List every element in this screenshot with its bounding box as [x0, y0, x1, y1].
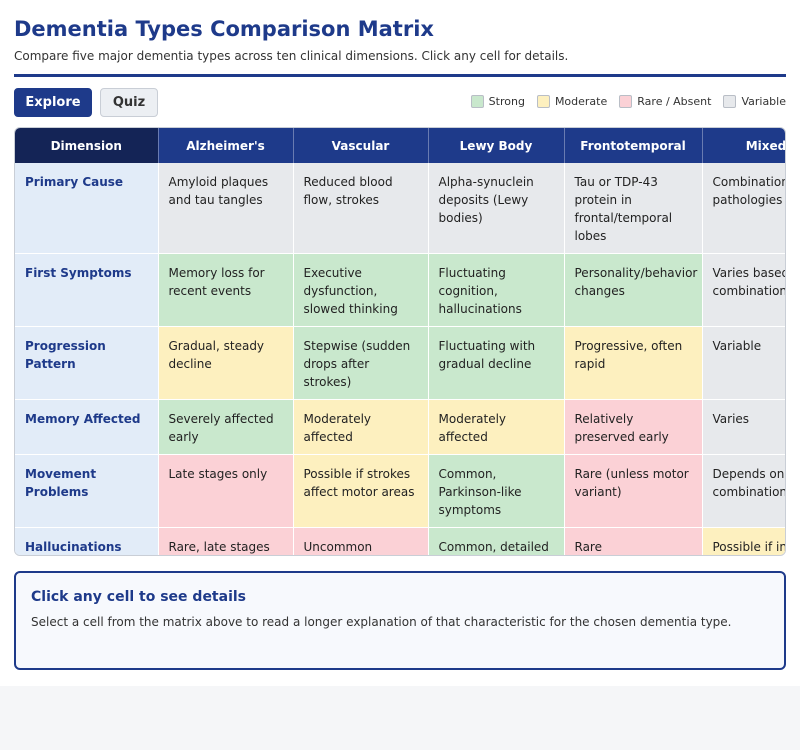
- page-subtitle: Compare five major dementia types across…: [14, 49, 569, 63]
- legend-swatch-variable: [723, 95, 737, 108]
- matrix-cell[interactable]: Common, detailed visual hallucinations: [428, 527, 565, 555]
- page-title: Dementia Types Comparison Matrix: [14, 17, 434, 41]
- column-header-alzheimers: Alzheimer's: [158, 128, 294, 163]
- matrix-cell[interactable]: Reduced blood flow, strokes: [293, 163, 429, 254]
- matrix-row: Memory Affected Severely affected early Mo…: [15, 399, 785, 455]
- matrix-cell[interactable]: Alpha-synuclein deposits (Lewy bodies): [428, 163, 565, 254]
- legend-label: Rare / Absent: [637, 95, 712, 108]
- matrix-cell[interactable]: Relatively preserved early: [564, 399, 703, 455]
- matrix-cell[interactable]: Moderately affected: [428, 399, 565, 455]
- column-header-vascular: Vascular: [293, 128, 429, 163]
- matrix-cell[interactable]: Possible if incl. LBD: [702, 527, 785, 555]
- matrix-cell[interactable]: Rare: [564, 527, 703, 555]
- matrix-cell[interactable]: Combination of pathologies: [702, 163, 785, 254]
- legend-label: Strong: [488, 95, 525, 108]
- legend-label: Moderate: [554, 95, 608, 108]
- column-header-frontotemporal: Frontotemporal: [564, 128, 703, 163]
- matrix-header-row: Dimension Alzheimer's Vascular Lewy Body…: [15, 128, 785, 163]
- row-dimension-label: Primary Cause: [15, 163, 159, 254]
- comparison-matrix: Dimension Alzheimer's Vascular Lewy Body…: [15, 128, 785, 555]
- row-dimension-label: Memory Affected: [15, 399, 159, 455]
- dimension-column-header: Dimension: [15, 128, 159, 163]
- matrix-row: First Symptoms Memory loss for recent eve…: [15, 253, 785, 327]
- matrix-row: Hallucinations Rare, late stages Uncommon C…: [15, 527, 785, 555]
- matrix-cell[interactable]: Varies based on combination: [702, 253, 785, 327]
- row-dimension-label: Hallucinations: [15, 527, 159, 555]
- matrix-scroll-area[interactable]: Dimension Alzheimer's Vascular Lewy Body…: [14, 127, 786, 556]
- matrix-cell[interactable]: Progressive, often rapid: [564, 326, 703, 400]
- column-header-lewy-body: Lewy Body: [428, 128, 565, 163]
- matrix-cell[interactable]: Fluctuating cognition, hallucinations: [428, 253, 565, 327]
- details-panel: Click any cell to see details Select a c…: [14, 571, 786, 670]
- matrix-cell[interactable]: Variable: [702, 326, 785, 400]
- legend-swatch-strong: [470, 95, 484, 108]
- matrix-cell[interactable]: Stepwise (sudden drops after strokes): [293, 326, 429, 400]
- title-divider: [14, 74, 786, 77]
- matrix-cell[interactable]: Amyloid plaques and tau tangles: [158, 163, 294, 254]
- legend-label: Variable: [741, 95, 786, 108]
- matrix-row: Progression Pattern Gradual, steady decli…: [15, 326, 785, 400]
- matrix-cell[interactable]: Personality/behavior changes: [564, 253, 703, 327]
- matrix-cell[interactable]: Fluctuating with gradual decline: [428, 326, 565, 400]
- matrix-cell[interactable]: Possible if strokes affect motor areas: [293, 454, 429, 528]
- legend-swatch-rare: [619, 95, 633, 108]
- matrix-cell[interactable]: Tau or TDP-43 protein in frontal/tempora…: [564, 163, 703, 254]
- legend: Strong Moderate Rare / Absent Variable: [470, 95, 786, 108]
- page: Dementia Types Comparison Matrix Compare…: [14, 17, 786, 670]
- legend-swatch-moderate: [536, 95, 550, 108]
- explore-button[interactable]: Explore: [14, 88, 92, 117]
- matrix-row: Movement Problems Late stages only Possibl…: [15, 454, 785, 528]
- matrix-cell[interactable]: Moderately affected: [293, 399, 429, 455]
- matrix-cell[interactable]: Uncommon: [293, 527, 429, 555]
- legend-item-moderate: Moderate: [536, 95, 608, 108]
- matrix-cell[interactable]: Late stages only: [158, 454, 294, 528]
- matrix-cell[interactable]: Memory loss for recent events: [158, 253, 294, 327]
- legend-item-rare: Rare / Absent: [619, 95, 711, 108]
- row-dimension-label: First Symptoms: [15, 253, 159, 327]
- details-title: Click any cell to see details: [31, 589, 247, 605]
- matrix-body: Primary Cause Amyloid plaques and tau tan…: [15, 163, 785, 555]
- matrix-cell[interactable]: Common, Parkinson-like symptoms: [428, 454, 565, 528]
- matrix-cell[interactable]: Rare (unless motor variant): [564, 454, 703, 528]
- matrix-cell[interactable]: Depends on combination: [702, 454, 785, 528]
- matrix-cell[interactable]: Varies: [702, 399, 785, 455]
- row-dimension-label: Movement Problems: [15, 454, 159, 528]
- matrix-row: Primary Cause Amyloid plaques and tau tan…: [15, 163, 785, 254]
- legend-item-variable: Variable: [723, 95, 786, 108]
- row-dimension-label: Progression Pattern: [15, 326, 159, 400]
- matrix-cell[interactable]: Gradual, steady decline: [158, 326, 294, 400]
- column-header-mixed: Mixed: [702, 128, 785, 163]
- legend-item-strong: Strong: [470, 95, 525, 108]
- matrix-cell[interactable]: Severely affected early: [158, 399, 294, 455]
- details-text: Select a cell from the matrix above to r…: [31, 615, 732, 629]
- quiz-button[interactable]: Quiz: [100, 88, 158, 117]
- matrix-cell[interactable]: Rare, late stages: [158, 527, 294, 555]
- matrix-cell[interactable]: Executive dysfunction, slowed thinking: [293, 253, 429, 327]
